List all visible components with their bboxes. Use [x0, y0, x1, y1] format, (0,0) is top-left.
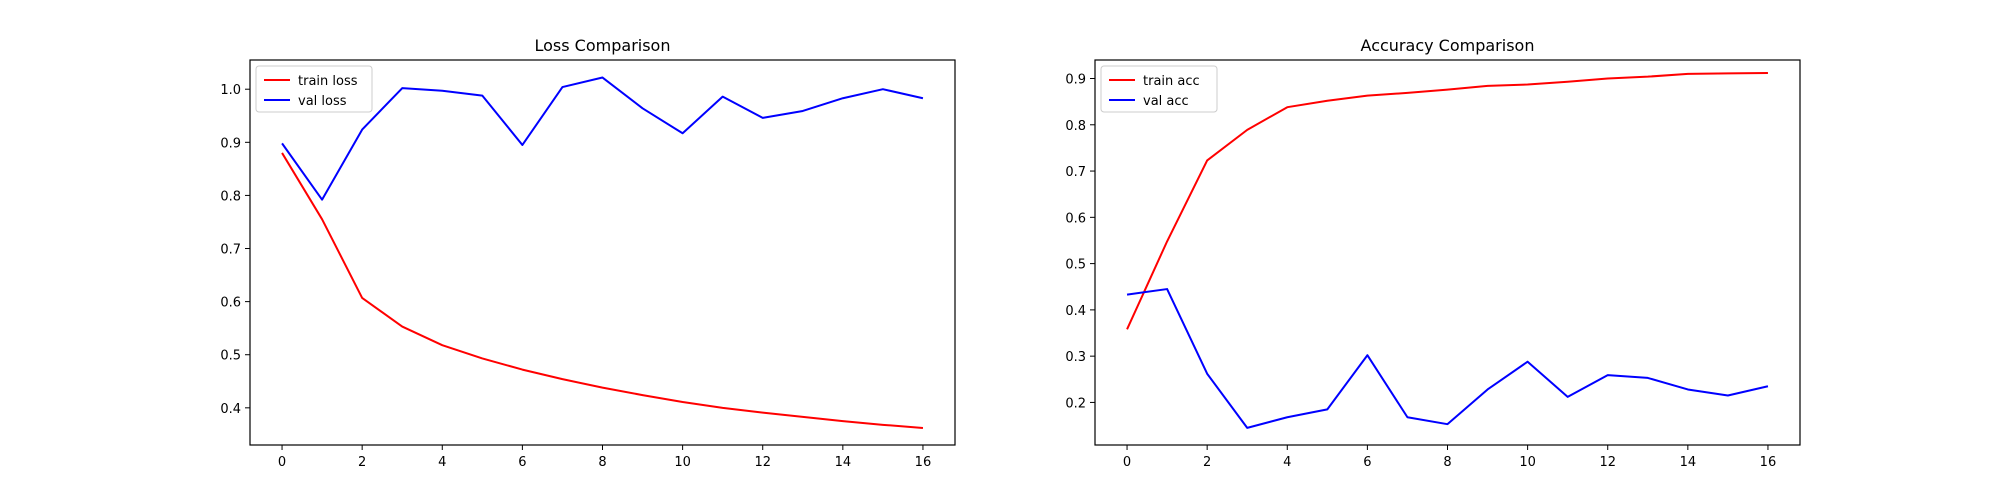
accuracy-x-tick-label: 6	[1363, 455, 1371, 470]
accuracy-x-tick-label: 10	[1519, 455, 1536, 470]
loss-x-tick-label: 2	[358, 455, 366, 470]
accuracy-y-tick-label: 0.7	[1065, 165, 1086, 180]
loss-y-tick-label: 0.6	[220, 296, 241, 311]
loss-x-tick-label: 0	[278, 455, 286, 470]
loss-x-tick-label: 10	[674, 455, 691, 470]
accuracy-legend: train acc val acc	[1100, 65, 1218, 113]
accuracy-y-tick-label: 0.2	[1065, 396, 1086, 411]
accuracy-y-tick-label: 0.9	[1065, 73, 1086, 88]
loss-chart: Loss Comparison 0 2 4 6 8 10 12 14 16 0.4 0.5 0.6 0.7…	[220, 36, 956, 470]
loss-y-tick-label: 1.0	[220, 83, 241, 98]
loss-legend: train loss val loss	[255, 65, 373, 113]
accuracy-y-tick-label: 0.5	[1065, 258, 1086, 273]
accuracy-y-tick-label: 0.3	[1065, 350, 1086, 365]
accuracy-y-tick-label: 0.4	[1065, 304, 1086, 319]
accuracy-y-tick-label: 0.8	[1065, 119, 1086, 134]
accuracy-x-tick-label: 12	[1599, 455, 1616, 470]
loss-legend-label-train-loss: train loss	[298, 74, 358, 89]
accuracy-series-val-acc-line	[1126, 288, 1769, 429]
loss-series-val-loss-line	[281, 76, 924, 201]
loss-x-tick-label: 6	[518, 455, 526, 470]
accuracy-y-tick-label: 0.6	[1065, 211, 1086, 226]
loss-x-tick-label: 14	[835, 455, 852, 470]
accuracy-x-tick-label: 16	[1760, 455, 1777, 470]
accuracy-x-tick-label: 2	[1203, 455, 1211, 470]
accuracy-chart: Accuracy Comparison 0 2 4 6 8 10 12 14 16 0.2 0.3 0.…	[1065, 36, 1801, 470]
loss-x-tick-label: 8	[598, 455, 606, 470]
accuracy-legend-label-train-acc: train acc	[1143, 74, 1200, 89]
accuracy-legend-label-val-acc: val acc	[1143, 94, 1189, 109]
loss-chart-title: Loss Comparison	[535, 36, 671, 55]
loss-legend-label-val-loss: val loss	[298, 94, 347, 109]
loss-y-tick-label: 0.5	[220, 349, 241, 364]
loss-x-tick-label: 4	[438, 455, 446, 470]
loss-series-train-loss-line	[281, 152, 924, 430]
loss-y-tick-label: 0.8	[220, 189, 241, 204]
accuracy-x-tick-label: 14	[1680, 455, 1697, 470]
accuracy-x-tick-label: 4	[1283, 455, 1291, 470]
loss-x-tick-label: 12	[754, 455, 771, 470]
accuracy-series-train-acc-line	[1126, 71, 1768, 330]
accuracy-chart-title: Accuracy Comparison	[1361, 36, 1535, 55]
loss-y-tick-label: 0.9	[220, 136, 241, 151]
loss-y-tick-label: 0.4	[220, 402, 241, 417]
loss-x-tick-label: 16	[915, 455, 932, 470]
charts: Loss Comparison 0 2 4 6 8 10 12 14 16 0.4 0.5 0.6 0.7…	[220, 36, 1801, 470]
accuracy-x-tick-label: 8	[1443, 455, 1451, 470]
loss-y-tick-label: 0.7	[220, 243, 241, 258]
accuracy-x-tick-label: 0	[1123, 455, 1131, 470]
